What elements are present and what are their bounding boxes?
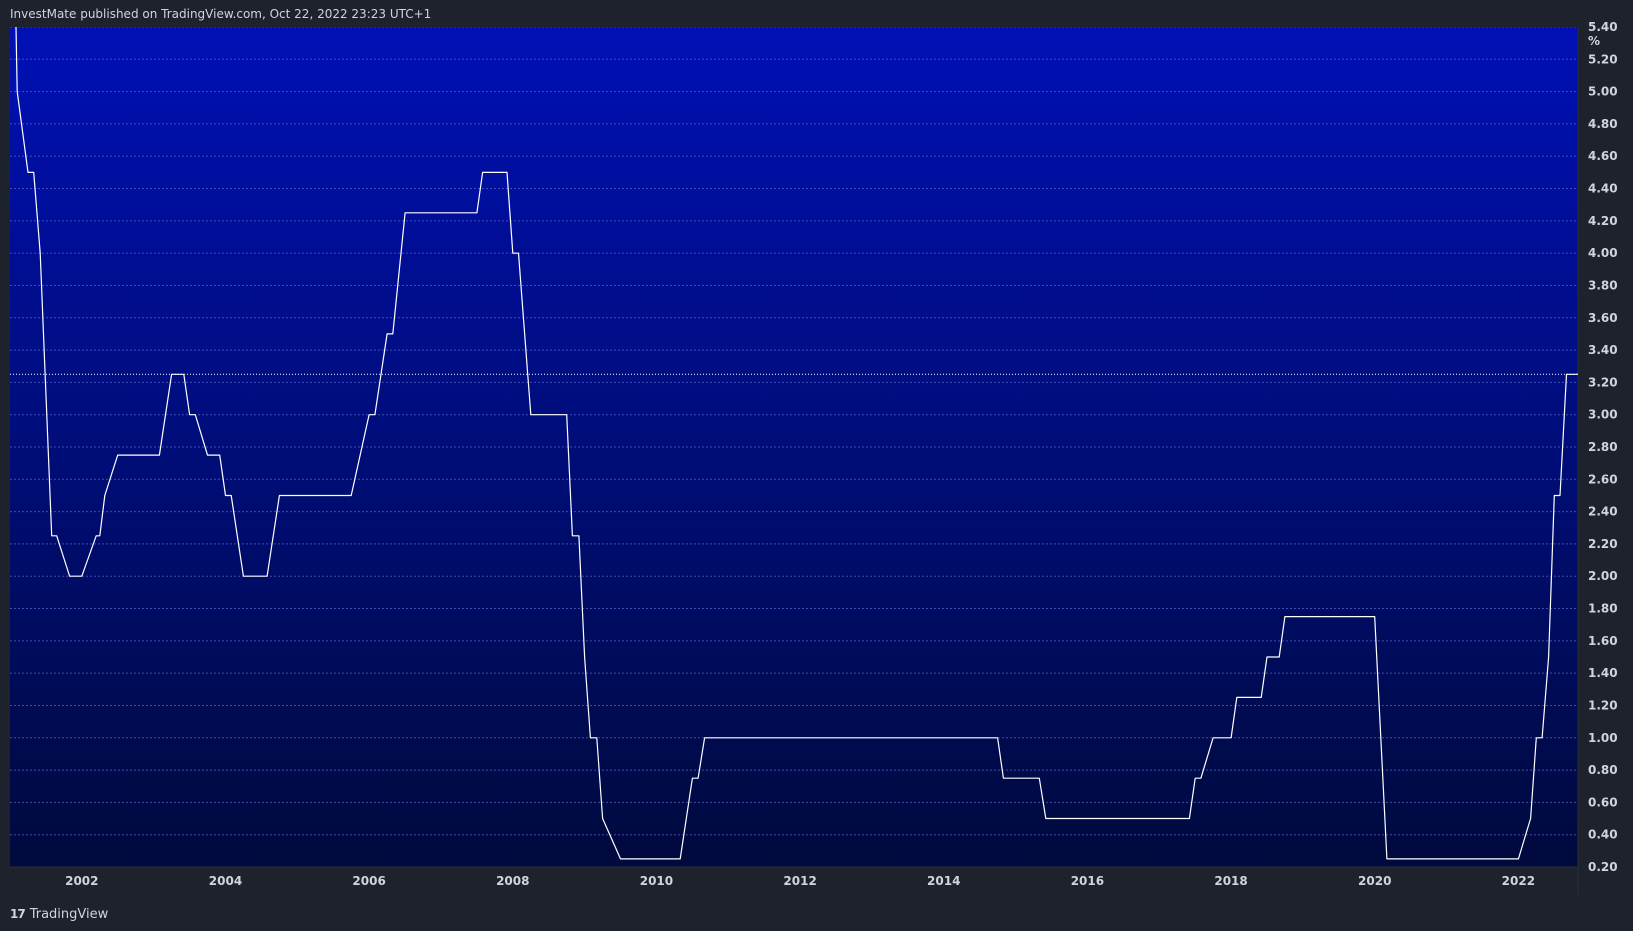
y-tick-label: 1.00	[1588, 731, 1618, 745]
y-tick-label: 3.60	[1588, 311, 1618, 325]
y-tick-label: 0.20	[1588, 860, 1618, 874]
series-line[interactable]	[10, 11, 1578, 860]
y-tick-label: 3.00	[1588, 408, 1618, 422]
y-tick-label: 2.60	[1588, 472, 1618, 486]
series	[10, 11, 1578, 860]
tradingview-logo-icon[interactable]: 17	[10, 907, 26, 921]
x-tick-label: 2016	[1071, 874, 1104, 888]
footer: 17 TradingView	[10, 904, 108, 924]
x-tick-label: 2004	[209, 874, 242, 888]
x-tick-label: 2022	[1502, 874, 1535, 888]
y-tick-label: 2.80	[1588, 440, 1618, 454]
y-tick-label: 1.80	[1588, 602, 1618, 616]
x-tick-label: 2006	[352, 874, 385, 888]
time-axis[interactable]: 2002 2004 2006 2008 2010 2012 2014 2016 2018 2020…	[65, 874, 1535, 888]
price-axis[interactable]: 5.40 5.20 5.00 4.80 4.60 4.40 4.20 4.00 3.80 3.60…	[1588, 20, 1618, 874]
x-tick-label: 2002	[65, 874, 98, 888]
brand-name[interactable]: TradingView	[29, 906, 109, 922]
y-tick-label: 0.60	[1588, 795, 1618, 809]
publication-header: InvestMate published on TradingView.com,…	[10, 7, 432, 21]
y-tick-label: 3.20	[1588, 375, 1618, 389]
y-tick-label: 3.80	[1588, 278, 1618, 292]
y-tick-label: 5.20	[1588, 52, 1618, 66]
y-tick-label: 2.20	[1588, 537, 1618, 551]
x-tick-label: 2010	[640, 874, 673, 888]
y-tick-label: 4.00	[1588, 246, 1618, 260]
y-tick-label: 1.60	[1588, 634, 1618, 648]
y-tick-label: 1.40	[1588, 666, 1618, 680]
y-tick-label: 4.40	[1588, 182, 1618, 196]
x-tick-label: 2020	[1358, 874, 1391, 888]
unit-label: %	[1588, 34, 1600, 48]
grid	[10, 27, 1578, 867]
y-tick-label: 0.80	[1588, 763, 1618, 777]
y-tick-label: 2.40	[1588, 505, 1618, 519]
x-tick-label: 2018	[1214, 874, 1247, 888]
y-tick-label: 4.20	[1588, 214, 1618, 228]
x-tick-label: 2012	[783, 874, 816, 888]
y-tick-label: 4.60	[1588, 149, 1618, 163]
y-tick-label: 5.40	[1588, 20, 1618, 34]
y-tick-label: 3.40	[1588, 343, 1618, 357]
y-tick-label: 4.80	[1588, 117, 1618, 131]
y-tick-label: 1.20	[1588, 698, 1618, 712]
y-tick-label: 0.40	[1588, 828, 1618, 842]
y-tick-label: 5.00	[1588, 85, 1618, 99]
y-tick-label: 2.00	[1588, 569, 1618, 583]
x-tick-label: 2008	[496, 874, 529, 888]
x-tick-label: 2014	[927, 874, 960, 888]
